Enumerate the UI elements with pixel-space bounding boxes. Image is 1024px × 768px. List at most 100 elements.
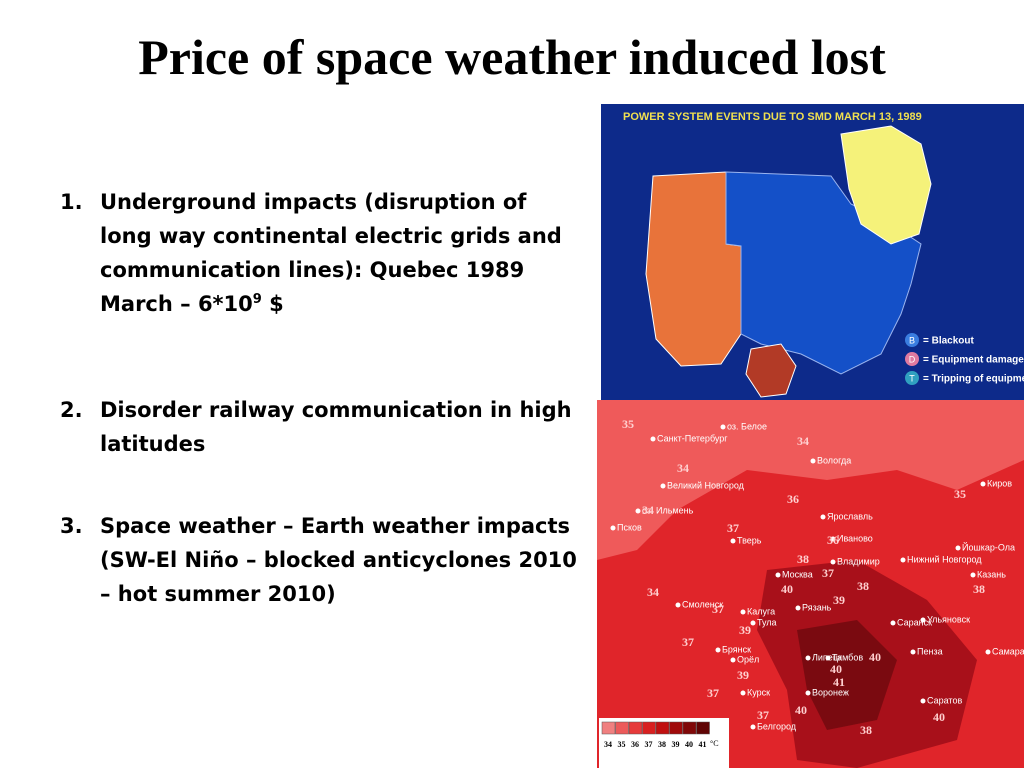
city-dot	[920, 617, 926, 623]
city-label: Владимир	[837, 556, 880, 566]
city-dot	[660, 483, 666, 489]
scale-swatch	[682, 721, 697, 735]
temperature-label: 36	[827, 533, 839, 547]
city-label: Тула	[757, 617, 777, 627]
city-dot	[805, 655, 811, 661]
city-dot	[610, 525, 616, 531]
temperature-label: 35	[622, 417, 634, 431]
city-dot	[900, 557, 906, 563]
city-dot	[890, 620, 896, 626]
city-label: Санкт-Петербург	[657, 433, 728, 443]
item-text: Disorder railway communication in high l…	[100, 398, 572, 456]
scale-swatch	[615, 721, 629, 735]
scale-label: 38	[658, 740, 666, 749]
city-dot	[750, 724, 756, 730]
city-dot	[740, 690, 746, 696]
scale-swatch	[696, 721, 710, 735]
temperature-label: 40	[781, 582, 793, 596]
city-label: оз. Ильмень	[642, 505, 694, 515]
temperature-label: 34	[677, 461, 689, 475]
temperature-label: 39	[833, 593, 845, 607]
cooler-zone	[597, 400, 1024, 560]
city-label: Тверь	[737, 535, 762, 545]
city-label: Тамбов	[832, 652, 863, 662]
scale-label: 36	[631, 740, 639, 749]
temperature-label: 38	[860, 723, 872, 737]
city-label: Самара	[992, 646, 1024, 656]
temperature-label: 38	[973, 582, 985, 596]
item-text: Space weather – Earth weather impacts (S…	[100, 514, 577, 606]
temperature-label: 36	[787, 492, 799, 506]
city-dot	[805, 690, 811, 696]
slide-title: Price of space weather induced lost	[138, 29, 886, 85]
scale-label: 34	[604, 740, 612, 749]
city-dot	[970, 572, 976, 578]
item-superscript: 9	[252, 292, 262, 307]
scale-label: 41	[699, 740, 707, 749]
scale-label: 37	[645, 740, 653, 749]
list-item: 2. Disorder railway communication in high…	[60, 393, 580, 461]
legend-symbol: T	[909, 373, 915, 383]
city-dot	[775, 572, 781, 578]
item-number: 2.	[60, 398, 83, 422]
city-dot	[980, 481, 986, 487]
item-text: Underground impacts (disruption of long …	[100, 190, 562, 316]
city-label: Калуга	[747, 606, 775, 616]
city-dot	[730, 538, 736, 544]
power-map: POWER SYSTEM EVENTS DUE TO SMD MARCH 13,…	[601, 104, 1024, 400]
list-item: 3. Space weather – Earth weather impacts …	[60, 509, 580, 611]
city-label: Ярославль	[827, 511, 873, 521]
temperature-label: 37	[707, 686, 719, 700]
city-label: Белгород	[757, 721, 797, 731]
city-dot	[830, 559, 836, 565]
city-label: Казань	[977, 569, 1006, 579]
city-label: Нижний Новгород	[907, 554, 982, 564]
city-dot	[720, 424, 726, 430]
city-label: Псков	[617, 522, 642, 532]
city-dot	[635, 508, 641, 514]
city-dot	[675, 602, 681, 608]
bullet-list: 1. Underground impacts (disruption of lon…	[60, 185, 580, 611]
city-dot	[825, 655, 831, 661]
legend-symbol-circle	[905, 352, 919, 366]
legend-label: = Equipment damage	[923, 355, 1024, 366]
city-label: оз. Белое	[727, 421, 767, 431]
city-label: Пенза	[917, 646, 943, 656]
heat-map: Санкт-Петербург оз. Белое Вологда Великий Н…	[597, 400, 1024, 768]
city-label: Москва	[782, 569, 813, 579]
temperature-label: 40	[869, 650, 881, 664]
city-dot	[750, 620, 756, 626]
city-label: Смоленск	[682, 599, 723, 609]
texas-region	[745, 343, 797, 398]
temperature-label: 34	[642, 503, 654, 517]
quebec-region	[840, 125, 932, 245]
temperature-label: 40	[795, 703, 807, 717]
legend-symbol: D	[909, 354, 916, 364]
temperature-label: 37	[727, 521, 739, 535]
legend-symbol-circle	[905, 333, 919, 347]
city-label: Рязань	[802, 602, 832, 612]
scale-label: 35	[618, 740, 626, 749]
city-label: Иваново	[837, 533, 873, 543]
legend-label: = Blackout	[923, 336, 975, 347]
city-label: Вологда	[817, 455, 851, 465]
city-dot	[730, 657, 736, 663]
item-number: 1.	[60, 190, 83, 214]
city-label: Ульяновск	[927, 614, 970, 624]
scale-label: 39	[672, 740, 680, 749]
city-label: Курск	[747, 687, 770, 697]
scale-swatch	[601, 721, 616, 735]
item-text-tail: $	[261, 292, 284, 316]
temperature-label: 34	[797, 434, 809, 448]
city-label: Саранск	[897, 617, 932, 627]
hottest-zone	[797, 620, 897, 730]
temperature-label: 37	[757, 708, 769, 722]
city-label: Орёл	[737, 654, 759, 664]
city-dot	[985, 649, 991, 655]
city-dot	[650, 436, 656, 442]
city-dot	[820, 514, 826, 520]
legend-symbol-circle	[905, 371, 919, 385]
scale-swatch	[669, 721, 683, 735]
temperature-label: 37	[712, 602, 724, 616]
